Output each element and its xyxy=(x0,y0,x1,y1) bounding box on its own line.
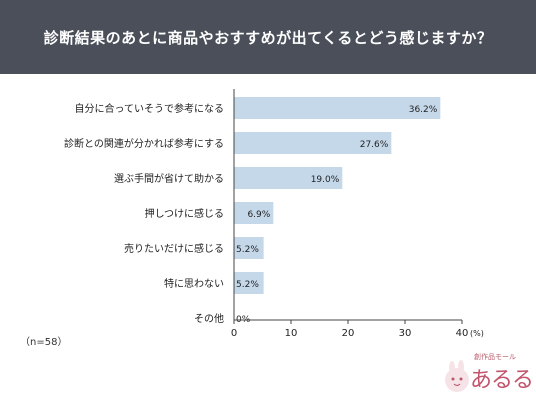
x-tick-label: 40 xyxy=(456,328,469,339)
category-label: 選ぶ手間が省けて助かる xyxy=(114,172,224,185)
bar xyxy=(234,167,343,189)
logo-subtitle: 創作品モール xyxy=(474,353,516,361)
value-label: 27.6% xyxy=(360,140,389,150)
logo-wordmark: あるる xyxy=(470,368,534,393)
category-label: 自分に合っていそうで参考になる xyxy=(75,102,225,115)
category-label: その他 xyxy=(194,312,224,325)
title-bar: 診断結果のあとに商品やおすすめが出てくるとどう感じますか？ xyxy=(0,0,536,74)
rabbit-mascot-icon xyxy=(445,360,469,392)
bar xyxy=(234,272,264,294)
value-label: 5.2% xyxy=(236,280,259,290)
bar xyxy=(234,202,274,224)
value-label: 19.0% xyxy=(311,175,340,185)
value-label: 5.2% xyxy=(236,245,259,255)
bar xyxy=(234,97,441,119)
x-tick-label: 10 xyxy=(285,328,298,339)
category-label: 売りたいだけに感じる xyxy=(124,242,224,255)
x-tick-label: 20 xyxy=(342,328,355,339)
category-label: 特に思わない xyxy=(164,278,224,290)
value-label: 36.2% xyxy=(409,105,438,115)
category-label: 押しつけに感じる xyxy=(145,207,224,220)
sample-size-note: （n=58） xyxy=(20,337,68,348)
x-axis-unit: (%) xyxy=(470,329,484,338)
bar xyxy=(234,132,392,154)
x-tick-label: 0 xyxy=(231,328,237,339)
value-label: 6.9% xyxy=(247,210,270,220)
x-tick-label: 30 xyxy=(399,328,412,339)
category-label: 診断との関連が分かれば参考にする xyxy=(64,137,224,150)
bar xyxy=(234,237,264,259)
brand-logo: 創作品モール あるる xyxy=(440,350,534,396)
chart-title: 診断結果のあとに商品やおすすめが出てくるとどう感じますか？ xyxy=(43,28,493,47)
